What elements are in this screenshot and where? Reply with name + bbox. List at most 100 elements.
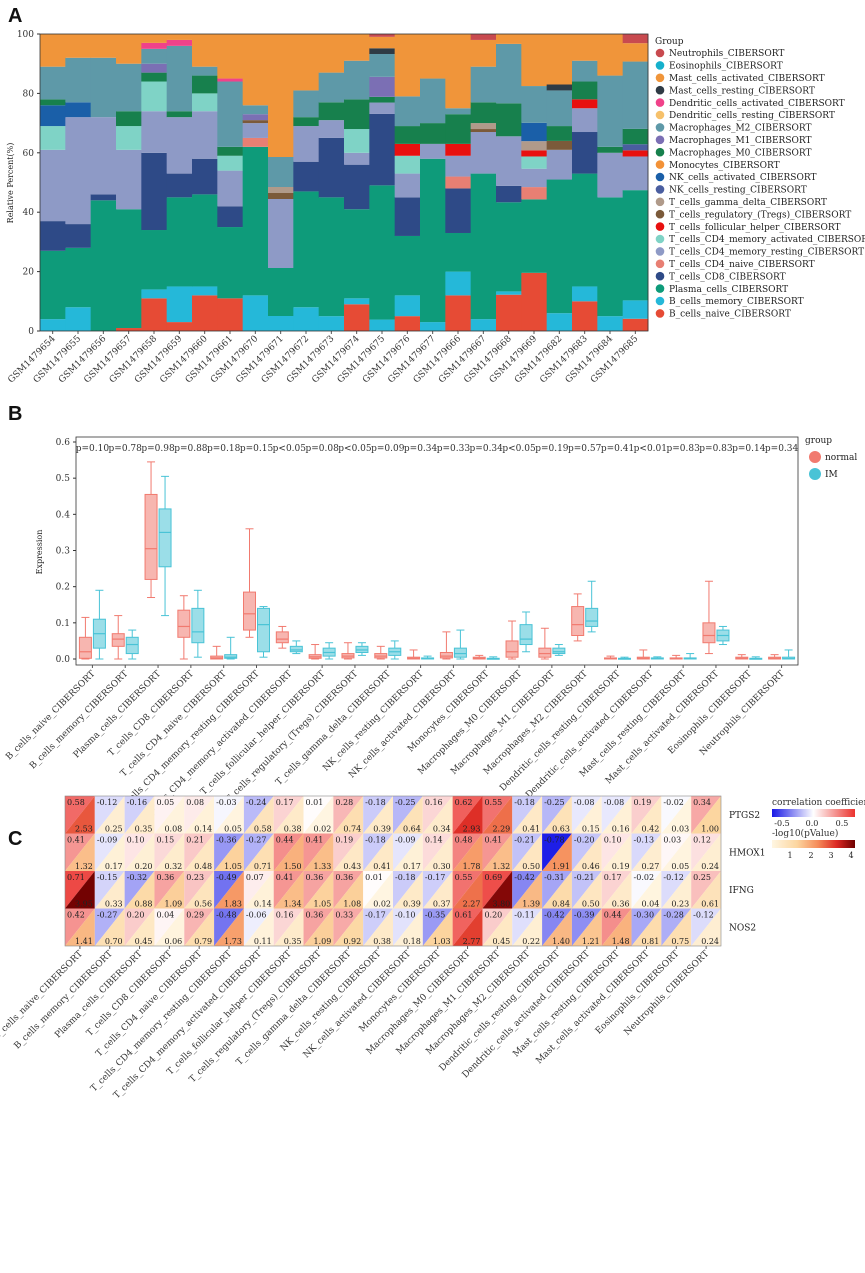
legend-label: B_cells_naive_CIBERSORT	[669, 310, 791, 320]
p-label: 1.21	[582, 937, 600, 946]
corr-label: -0.09	[395, 836, 416, 845]
heat-p-triangle	[184, 908, 215, 946]
x-tick-label: NK_cells_activated_CIBERSORT	[302, 949, 413, 1060]
bar-segment	[344, 129, 370, 153]
bar-segment	[166, 197, 193, 287]
heat-p-triangle	[65, 833, 95, 871]
p-label: 0.75	[671, 937, 689, 946]
corr-label: -0.06	[246, 911, 267, 920]
bar-segment	[470, 39, 497, 67]
bar-segment	[445, 271, 472, 296]
bar-segment	[622, 300, 649, 319]
bar-segment	[420, 158, 446, 323]
bar-segment	[470, 173, 497, 320]
bar-segment	[496, 136, 522, 186]
bar-segment	[40, 66, 66, 100]
heat-corr-triangle	[65, 871, 95, 909]
bar-segment	[192, 295, 218, 331]
x-tick-label: Dendritic_cells_resting_CIBERSORT	[498, 669, 622, 793]
bar-segment	[496, 103, 522, 137]
corr-label: -0.17	[425, 873, 446, 882]
bar-segment	[394, 34, 421, 97]
heat-corr-triangle	[661, 908, 692, 946]
bar-segment	[217, 81, 244, 147]
heat-p-triangle	[214, 871, 244, 909]
bar-segment	[369, 36, 396, 49]
heat-corr-triangle	[571, 908, 602, 946]
heat-p-triangle	[94, 833, 125, 871]
bar-segment	[521, 199, 548, 273]
corr-label: 0.44	[604, 911, 622, 920]
bar-segment	[445, 143, 472, 156]
heat-p-triangle	[422, 871, 453, 909]
heat-corr-triangle	[571, 833, 602, 871]
bar-segment	[65, 247, 92, 308]
bar-segment	[318, 34, 345, 73]
bar-segment	[40, 250, 66, 320]
bar-segment	[546, 90, 573, 127]
legend-marker	[809, 468, 821, 480]
p-label: 0.30	[433, 862, 451, 871]
heat-corr-triangle	[482, 833, 513, 871]
bar-segment	[546, 149, 573, 180]
p-label: 0.61	[701, 900, 719, 909]
corr-label: 0.01	[306, 798, 324, 807]
p-label: 1.40	[552, 937, 570, 946]
row-label: HMOX1	[729, 848, 765, 858]
bar-segment	[141, 42, 168, 49]
heat-p-triangle	[154, 908, 185, 946]
normal-box	[111, 633, 125, 647]
legend-marker	[655, 197, 665, 207]
corr-label: -0.49	[216, 873, 237, 882]
heat-corr-triangle	[691, 833, 721, 871]
heat-p-triangle	[214, 796, 244, 834]
bar-segment	[192, 75, 218, 94]
normal-box	[243, 591, 256, 631]
bar-segment	[546, 84, 573, 91]
legend-marker	[655, 48, 665, 58]
bar-segment	[445, 108, 472, 115]
bar-segment	[470, 34, 497, 40]
heat-corr-triangle	[601, 833, 632, 871]
heat-corr-triangle	[601, 908, 632, 946]
bar-segment	[622, 34, 649, 44]
p-tick-label: 3	[828, 851, 833, 860]
corr-tick-label: 0.5	[836, 819, 849, 828]
heat-corr-triangle	[482, 871, 513, 909]
bar-segment	[90, 194, 117, 201]
legend-label: IM	[825, 470, 838, 480]
im-box	[585, 607, 599, 627]
heat-p-triangle	[661, 871, 692, 909]
heat-p-triangle	[482, 871, 513, 909]
heat-corr-triangle	[512, 908, 543, 946]
p-label: 0.64	[403, 825, 421, 834]
heat-p-triangle	[273, 833, 304, 871]
bar-segment	[496, 294, 522, 331]
legend-label: Plasma_cells_CIBERSORT	[669, 285, 788, 295]
bar-segment	[344, 209, 370, 299]
y-tick-label: 20	[23, 268, 35, 278]
corr-label: -0.21	[574, 873, 595, 882]
bar-segment	[268, 157, 294, 187]
bar-segment	[394, 96, 421, 127]
heat-p-triangle	[571, 796, 602, 834]
y-tick-label: 40	[23, 208, 35, 218]
heat-corr-triangle	[661, 833, 692, 871]
heat-p-triangle	[452, 908, 483, 946]
legend-title: correlation coefficient	[772, 798, 865, 808]
bar-segment	[40, 221, 66, 251]
heat-p-triangle	[94, 796, 125, 834]
corr-label: 0.10	[604, 836, 622, 845]
legend-label: normal	[825, 453, 857, 463]
corr-label: 0.05	[156, 798, 174, 807]
bar-segment	[496, 185, 522, 203]
bar-segment	[344, 34, 370, 61]
heat-corr-triangle	[512, 796, 543, 834]
legend-label: Macrophages_M1_CIBERSORT	[669, 136, 811, 146]
bar-segment	[166, 286, 193, 323]
corr-colorbar	[772, 809, 855, 817]
heat-p-triangle	[542, 833, 572, 871]
bar-segment	[268, 199, 294, 268]
heat-p-triangle	[333, 908, 364, 946]
bar-segment	[420, 322, 446, 331]
